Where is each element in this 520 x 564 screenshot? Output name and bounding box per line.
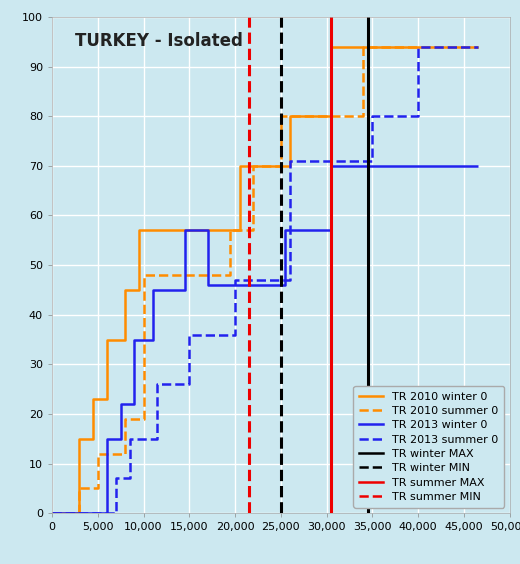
Legend: TR 2010 winter 0, TR 2010 summer 0, TR 2013 winter 0, TR 2013 summer 0, TR winte: TR 2010 winter 0, TR 2010 summer 0, TR 2… [354,386,504,508]
Text: TURKEY - Isolated: TURKEY - Isolated [75,32,243,50]
